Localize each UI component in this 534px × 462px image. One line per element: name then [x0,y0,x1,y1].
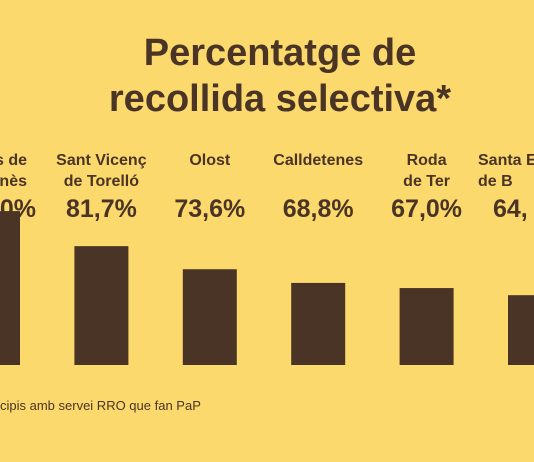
value-label: 68,8% [282,195,354,223]
value-label: 67,0% [391,195,463,223]
category-label: s de nès [0,152,27,190]
category-label: Sant Vicenç de Torelló [56,152,147,190]
bar [291,282,346,365]
bar [74,246,129,365]
bar [399,288,454,365]
category-label: Calldetenes [273,152,364,169]
bar [508,295,534,365]
value-label: 81,7% [65,195,137,223]
category-label: Roda de Ter [403,152,450,190]
value-label: 64, [493,195,528,223]
bar [0,211,20,365]
footnote: cipis amb servei RRO que fan PaP [0,398,201,413]
bar [182,269,237,365]
chart-title: Percentatge de recollida selectiva* [108,32,452,120]
value-label: 0% [0,195,36,223]
category-label: Olost [189,152,231,169]
value-label: 73,6% [174,195,246,223]
category-label: Santa E de B [478,152,534,190]
